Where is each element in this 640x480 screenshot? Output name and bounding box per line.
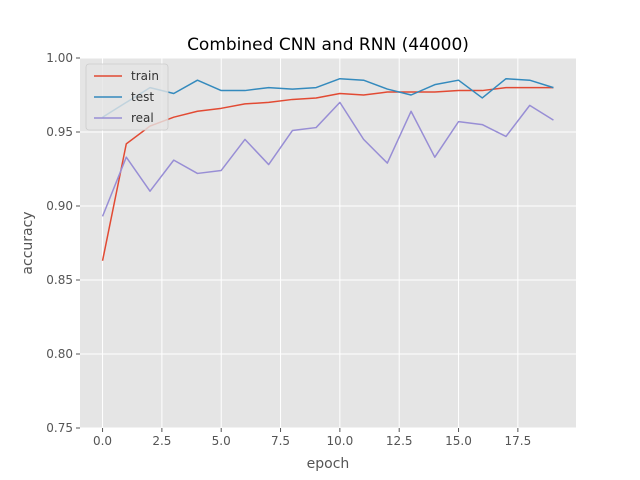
series-line-train xyxy=(101,86,554,261)
legend-box xyxy=(85,63,169,131)
y-tick-label: 1.00 xyxy=(46,51,73,65)
x-tick-label: 15.0 xyxy=(445,434,472,448)
y-tick-label: 0.90 xyxy=(46,199,73,213)
legend-label-real: real xyxy=(131,111,154,125)
y-axis-label: accuracy xyxy=(20,211,36,274)
x-tick-label: 17.5 xyxy=(504,434,531,448)
series-lines xyxy=(101,77,554,261)
legend-label-train: train xyxy=(131,69,159,83)
y-tick-label: 0.85 xyxy=(46,273,73,287)
x-tick-label: 0.0 xyxy=(93,434,112,448)
legend-label-test: test xyxy=(131,90,154,104)
y-tick-label: 0.95 xyxy=(46,125,73,139)
x-tick-label: 10.0 xyxy=(327,434,354,448)
legend: train test real xyxy=(85,63,169,131)
y-tick-label: 0.75 xyxy=(46,421,73,435)
x-tick-label: 7.5 xyxy=(271,434,290,448)
x-tick-label: 12.5 xyxy=(386,434,413,448)
x-axis-ticks: 0.0 2.5 5.0 7.5 10.0 12.5 15.0 17.5 xyxy=(93,428,531,448)
y-tick-label: 0.80 xyxy=(46,347,73,361)
x-axis-label: epoch xyxy=(307,456,350,472)
x-tick-label: 2.5 xyxy=(152,434,171,448)
x-tick-label: 5.0 xyxy=(212,434,231,448)
series-line-test xyxy=(102,77,554,118)
y-axis-ticks: 0.75 0.80 0.85 0.90 0.95 1.00 xyxy=(46,51,80,435)
chart-title: Combined CNN and RNN (44000) xyxy=(187,35,469,55)
series-line-real xyxy=(101,101,554,217)
